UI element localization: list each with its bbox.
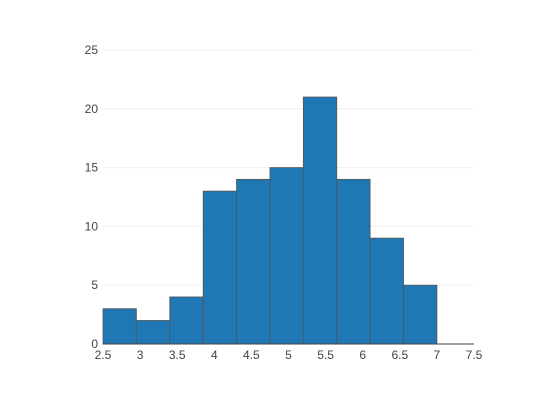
x-tick-label: 4 (211, 348, 218, 362)
y-tick-label: 15 (85, 161, 99, 175)
histogram-bars (102, 96, 438, 345)
x-tick-label: 6.5 (391, 348, 408, 362)
x-tick-label: 3.5 (169, 348, 186, 362)
histogram-bar (336, 178, 371, 345)
histogram-bar (269, 167, 304, 345)
histogram-bar (302, 96, 338, 345)
x-tick-label: 5.5 (317, 348, 334, 362)
histogram-bar (135, 320, 171, 345)
y-tick-label: 5 (91, 278, 98, 292)
x-tick-label: 4.5 (243, 348, 260, 362)
x-tick-label: 6 (359, 348, 366, 362)
y-tick-label: 25 (85, 43, 99, 57)
histogram-bar (236, 178, 271, 345)
y-axis-tick-labels: 0 5 10 15 20 25 (85, 43, 99, 351)
x-tick-label: 3 (137, 348, 144, 362)
y-tick-label: 0 (91, 337, 98, 351)
histogram-bar (102, 308, 137, 345)
x-tick-label: 7.5 (466, 348, 483, 362)
x-tick-label: 5 (285, 348, 292, 362)
x-tick-label: 7 (434, 348, 441, 362)
y-tick-label: 20 (85, 102, 99, 116)
y-tick-label: 10 (85, 219, 99, 233)
histogram-bar (169, 296, 204, 345)
histogram-bar (403, 284, 438, 345)
x-axis-tick-labels: 2.5 3 3.5 4 4.5 5 5.5 6 6.5 7 7.5 (95, 348, 483, 362)
histogram-bar (369, 237, 404, 345)
x-tick-label: 2.5 (95, 348, 112, 362)
histogram-bar (202, 190, 237, 345)
